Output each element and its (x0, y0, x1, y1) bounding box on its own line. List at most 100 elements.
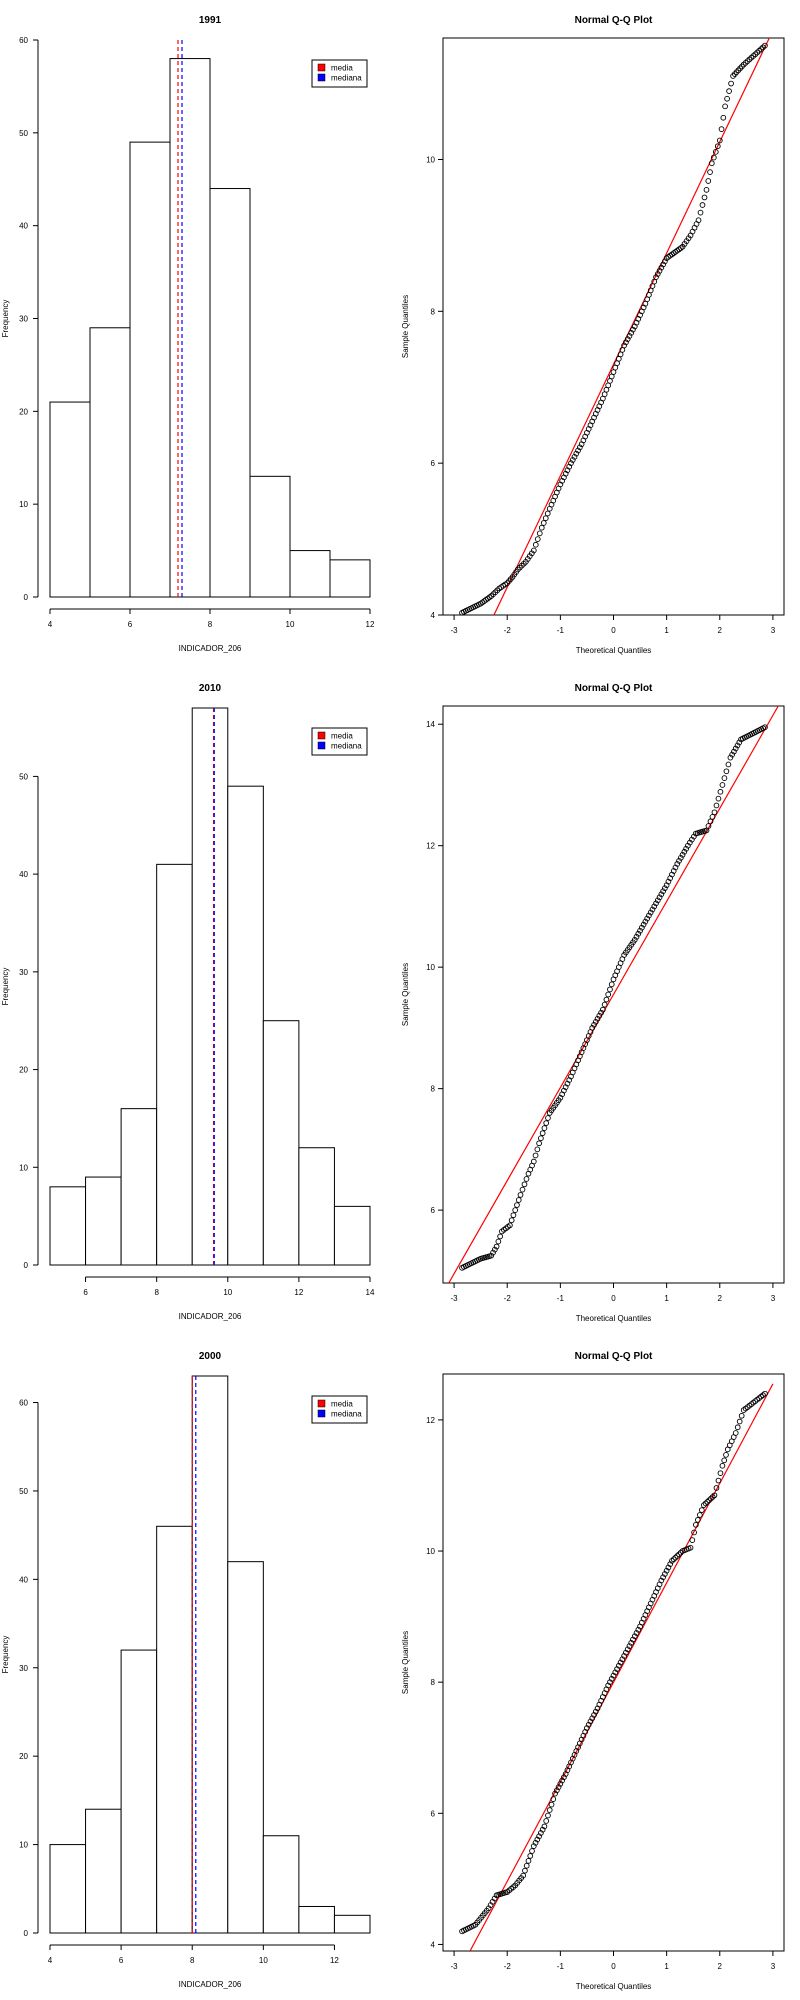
y-axis-label: Sample Quantiles (401, 1631, 410, 1694)
qq-point (550, 1796, 557, 1802)
histogram-bar (298, 1147, 335, 1266)
chart-title: Normal Q-Q Plot (575, 683, 653, 694)
qq-point (621, 1653, 627, 1659)
qq-point (545, 1812, 551, 1819)
qq-point (534, 536, 541, 542)
x-tick-label: 12 (294, 1288, 303, 1297)
qq-point (662, 258, 668, 265)
qq-point (717, 1470, 724, 1477)
qq-point (624, 336, 631, 343)
qq-point (594, 1015, 601, 1022)
histogram-bar (169, 58, 211, 598)
qq-point (677, 854, 684, 861)
qq-point (687, 1544, 694, 1551)
qq-point (722, 103, 728, 110)
qq-point (658, 1577, 665, 1584)
histogram-bar (120, 1108, 158, 1266)
qq-point (561, 1774, 567, 1781)
x-tick-label: 10 (286, 620, 295, 629)
qq-point (631, 936, 638, 943)
qq-point (538, 524, 545, 531)
qq-point (598, 1009, 604, 1016)
histogram-bar (49, 1186, 87, 1266)
qq-point (490, 1249, 496, 1256)
y-tick-label: 40 (19, 222, 28, 231)
histogram-panel-2: 2010 0 10 20 30 40 50 Frequency 6 8 10 12 14 INDICADO… (1, 683, 375, 1321)
qq-point (660, 261, 666, 268)
qq-point (638, 924, 645, 931)
qq-point (532, 1152, 539, 1159)
x-tick-label: 0 (611, 626, 616, 635)
qq-point (721, 775, 728, 781)
qq-point (623, 1649, 629, 1656)
qq-point (704, 1499, 711, 1505)
histogram-bar (333, 1914, 371, 1934)
x-axis-label: INDICADOR_206 (179, 644, 242, 653)
x-tick-label: -3 (451, 1962, 459, 1971)
qq-point (520, 1872, 527, 1879)
y-tick-label: 10 (19, 1841, 28, 1850)
x-tick-label: -2 (504, 626, 512, 635)
qq-point (512, 1207, 519, 1213)
x-tick-label: -1 (557, 626, 565, 635)
qq-point (571, 453, 578, 460)
qq-point (543, 1818, 550, 1824)
qq-point (523, 1176, 530, 1182)
qq-point (517, 1192, 524, 1198)
qq-point (624, 1646, 631, 1653)
qq-point (642, 918, 649, 925)
legend-label: media (331, 64, 353, 73)
qq-point (628, 329, 635, 336)
qq-point (630, 1636, 636, 1643)
qq-point (635, 1626, 642, 1633)
histogram-bar (249, 475, 291, 598)
qq-point (555, 1784, 562, 1790)
x-tick-label: 8 (190, 1956, 195, 1965)
qq-point (738, 1412, 745, 1419)
qq-point (653, 900, 659, 907)
qq-point (724, 95, 730, 102)
y-tick-label: 0 (24, 1929, 29, 1938)
qq-point (654, 897, 661, 904)
x-axis-label: INDICADOR_206 (179, 1312, 242, 1321)
qq-point (707, 169, 713, 175)
x-tick-label: 1 (664, 626, 669, 635)
qq-point (713, 802, 720, 809)
histogram-bar (156, 863, 193, 1266)
qq-point (705, 178, 712, 184)
y-axis-label: Sample Quantiles (401, 295, 410, 358)
legend-swatch (317, 73, 326, 82)
qq-point (544, 510, 551, 517)
qq-point (715, 1477, 722, 1484)
y-tick-label: 8 (431, 307, 436, 316)
qq-point (712, 149, 719, 155)
qq-point (701, 194, 708, 201)
qq-point (605, 1682, 612, 1689)
histogram-bar (89, 327, 131, 598)
qq-point (619, 1656, 626, 1663)
qq-point (497, 1233, 503, 1240)
legend-label: mediana (331, 74, 362, 83)
qq-point (536, 530, 543, 537)
x-tick-label: 8 (154, 1288, 159, 1297)
qq-point (669, 1558, 675, 1564)
y-tick-label: 6 (431, 1206, 436, 1215)
qq-point (665, 1564, 672, 1571)
qq-point (700, 1502, 707, 1508)
legend-label: mediana (331, 1410, 362, 1419)
qq-point (635, 930, 642, 937)
qq-point (698, 1507, 705, 1513)
x-tick-label: 10 (223, 1288, 232, 1297)
x-tick-label: 2 (718, 1294, 723, 1303)
y-tick-label: 4 (431, 611, 436, 620)
qq-point (716, 137, 723, 144)
qq-point (674, 1553, 681, 1559)
qq-point (719, 782, 726, 788)
qq-point (569, 457, 576, 463)
qq-point (514, 1202, 520, 1208)
qq-reference-line (493, 38, 770, 615)
qq-point (596, 1012, 603, 1019)
